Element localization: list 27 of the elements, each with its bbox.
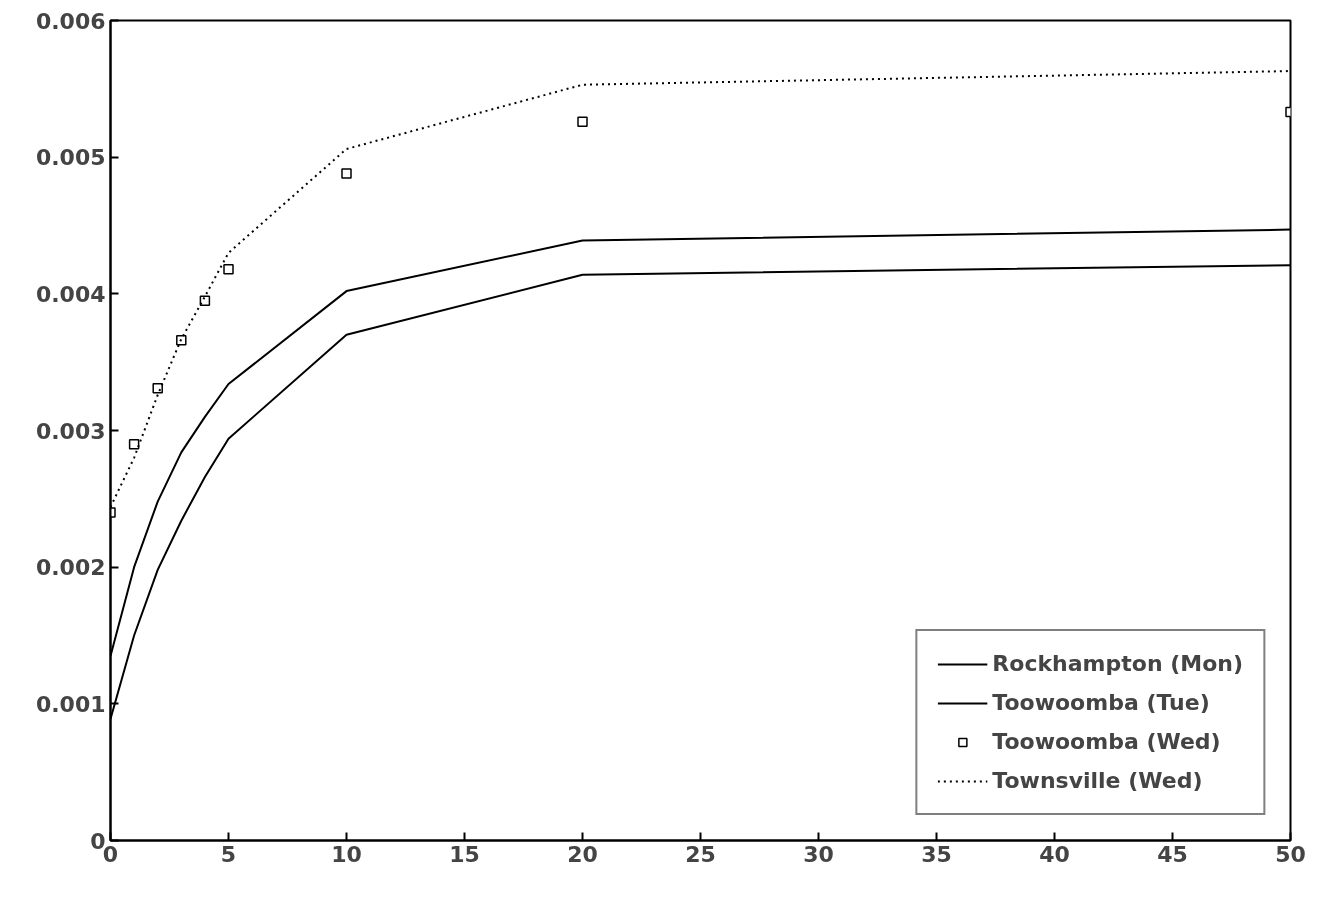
x-tick-label: 50 bbox=[1275, 841, 1306, 867]
y-tick-label: 0.004 bbox=[35, 281, 106, 307]
legend-label: Toowoomba (Tue) bbox=[992, 690, 1210, 715]
legend-label: Townsville (Wed) bbox=[992, 768, 1203, 793]
y-tick-label: 0.005 bbox=[35, 145, 106, 171]
x-tick-label: 20 bbox=[567, 841, 598, 867]
point bbox=[152, 382, 163, 394]
legend-label: Rockhampton (Mon) bbox=[992, 651, 1243, 676]
y-tick-label: 0.003 bbox=[35, 418, 106, 444]
legend-label: Toowoomba (Wed) bbox=[992, 729, 1221, 754]
point bbox=[223, 263, 234, 275]
point bbox=[341, 168, 352, 179]
y-tick-label: 0.002 bbox=[35, 555, 106, 581]
y-tick-label: 0.001 bbox=[35, 691, 106, 717]
x-tick-label: 30 bbox=[803, 841, 834, 867]
x-tick-label: 40 bbox=[1039, 841, 1070, 867]
x-tick-label: 5 bbox=[220, 841, 237, 867]
y-tick-label: 0.006 bbox=[35, 8, 106, 34]
x-tick-label: 15 bbox=[449, 841, 480, 867]
x-tick-label: 10 bbox=[331, 841, 362, 867]
x-tick-label: 45 bbox=[1157, 841, 1188, 867]
x-tick-label: 35 bbox=[921, 841, 952, 867]
point bbox=[128, 438, 140, 450]
point bbox=[176, 335, 187, 346]
point bbox=[577, 116, 588, 127]
point bbox=[199, 295, 211, 306]
x-tick-label: 25 bbox=[685, 841, 716, 867]
